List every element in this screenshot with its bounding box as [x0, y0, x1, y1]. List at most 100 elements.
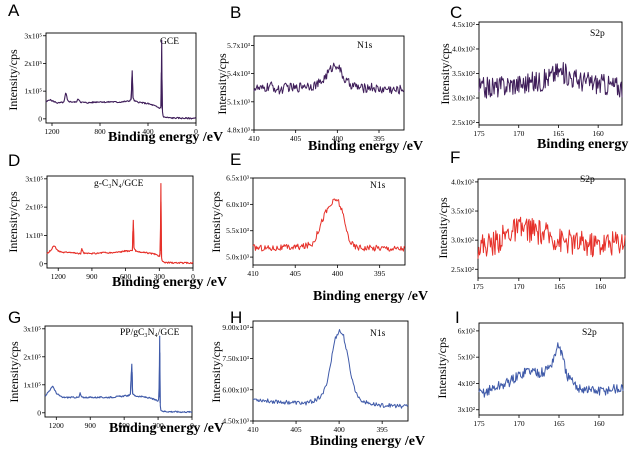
y-tick-label-b-1: 5.1x10³ [227, 97, 251, 106]
y-axis-label-d: Intensity/cps [6, 191, 20, 253]
panel-letter-e: E [230, 150, 241, 169]
x-tick-label-g-1: 900 [85, 421, 97, 430]
plot-frame-d [46, 175, 194, 269]
x-tick-label-f-0: 175 [472, 282, 484, 291]
panel-letter-c: C [450, 3, 462, 22]
y-tick-label-c-3: 4.0x10² [452, 44, 476, 53]
x-tick-label-i-0: 175 [473, 419, 485, 428]
y-tick-label-h-1: 6.00x10³ [222, 385, 249, 394]
x-tick-label-h-1: 405 [290, 425, 302, 434]
y-tick-label-i-0: 3x10² [458, 405, 476, 414]
y-tick-label-d-0: 0 [39, 259, 43, 268]
y-tick-label-f-1: 3.0x10² [451, 236, 475, 245]
panel-i: I 175 170 165 160 3x10² 4x10² 5x10² 6x10² Intensi… [435, 308, 624, 428]
spectrum-peak-d-30 [159, 183, 162, 257]
panel-letter-h: H [230, 308, 242, 327]
annotation-i: S2p [582, 328, 597, 338]
plot-frame-i [478, 322, 624, 416]
annotation-h: N1s [370, 329, 386, 339]
plot-frame-g [44, 325, 193, 418]
spectrum-line-a [45, 72, 197, 120]
x-tick-label-e-3: 395 [374, 269, 386, 278]
x-tick-label-a-2: 400 [142, 127, 154, 136]
y-tick-label-e-3: 6.5x10³ [226, 174, 250, 183]
plot-frame-b [253, 35, 405, 131]
y-axis-label-a: Intensity/cps [6, 49, 20, 111]
x-axis-label-e: Binding energy /eV [313, 289, 428, 304]
x-tick-label-b-2: 400 [332, 134, 344, 143]
annotation-e: N1s [370, 181, 386, 191]
y-tick-label-e-1: 5.5x10³ [226, 226, 250, 235]
plot-frame-h [252, 320, 409, 422]
y-tick-label-c-2: 3.5x10² [452, 69, 476, 78]
y-tick-label-e-2: 6.0x10³ [226, 200, 250, 209]
spectrum-peak-a-20 [130, 70, 134, 100]
panel-letter-i: I [455, 308, 460, 327]
y-tick-label-f-0: 2.5x10² [451, 265, 475, 274]
x-tick-label-i-3: 160 [593, 419, 605, 428]
spectrum-line-f [477, 216, 626, 259]
x-tick-label-b-1: 405 [290, 134, 302, 143]
x-tick-label-g-0: 1200 [49, 421, 64, 430]
x-tick-label-a-3: 0 [194, 127, 198, 136]
y-tick-label-d-3: 3x10⁵ [25, 174, 43, 183]
y-tick-label-a-0: 0 [38, 114, 42, 123]
y-tick-label-i-3: 6x10² [458, 326, 476, 335]
panel-f: F 175 170 165 160 2.5x10² 3.0x10² 3.5x10² 4.0x10… [436, 148, 626, 291]
y-tick-label-g-1: 1x10⁵ [23, 380, 41, 389]
x-axis-label-b: Binding energy /eV [308, 139, 423, 154]
y-axis-label-c: Intensity/cps [438, 43, 452, 105]
x-tick-label-d-1: 900 [86, 272, 98, 281]
panel-letter-f: F [450, 148, 460, 167]
y-tick-label-i-1: 4x10² [458, 379, 476, 388]
x-tick-label-e-2: 400 [332, 269, 344, 278]
x-tick-label-a-1: 800 [94, 127, 106, 136]
y-tick-label-d-2: 2x10⁵ [25, 203, 43, 212]
spectrum-line-d [46, 201, 194, 265]
x-tick-label-i-1: 170 [513, 419, 525, 428]
panel-letter-d: D [8, 151, 20, 170]
x-axis-label-g: Binding energy /eV [109, 421, 224, 436]
x-tick-label-c-0: 175 [473, 129, 485, 138]
spectrum-line-i [478, 342, 624, 398]
x-tick-label-f-3: 160 [595, 282, 607, 291]
y-tick-label-f-3: 4.0x10² [451, 177, 475, 186]
spectrum-peak-d-20 [131, 219, 135, 251]
x-tick-label-b-0: 410 [248, 134, 260, 143]
y-axis-label-b: Intensity/cps [215, 53, 229, 115]
x-tick-label-g-4: 0 [190, 421, 194, 430]
y-tick-label-i-2: 5x10² [458, 353, 476, 362]
panel-c: C 175 170 165 160 2.5x10² 3.0x10² 3.5x10² 4.0x10… [438, 3, 631, 152]
plot-frame-f [477, 178, 626, 279]
annotation-a: GCE [160, 37, 179, 47]
y-tick-label-a-2: 2x10⁵ [24, 59, 42, 68]
spectrum-peak-a-30 [160, 39, 163, 110]
x-tick-label-h-2: 400 [333, 425, 345, 434]
y-tick-label-b-2: 5.4x10³ [227, 69, 251, 78]
x-tick-label-g-2: 600 [119, 421, 131, 430]
plot-frame-a [45, 32, 197, 124]
y-tick-label-d-1: 1x10⁵ [25, 231, 43, 240]
annotation-d: g-C₃N₄/GCE [94, 179, 144, 189]
y-tick-label-c-4: 4.5x10² [452, 20, 476, 29]
y-tick-label-a-3: 3x10⁵ [24, 31, 42, 40]
y-tick-label-g-2: 2x10⁵ [23, 352, 41, 361]
y-axis-label-e: Intensity/cps [209, 191, 223, 253]
x-tick-label-e-1: 405 [290, 269, 302, 278]
y-tick-label-f-2: 3.5x10² [451, 207, 475, 216]
x-tick-label-d-4: 0 [191, 272, 195, 281]
panel-d: D 1200 900 600 300 0 0 1x10⁵ 2x10⁵ 3x10⁵ Binding e… [6, 151, 227, 290]
annotation-b: N1s [357, 41, 373, 51]
y-axis-label-g: Intensity/cps [7, 341, 21, 403]
y-tick-label-g-3: 3x10⁵ [23, 324, 41, 333]
panel-h: H 410 405 400 395 4.50x10³ 6.00x10³ 7.50x10³ 9.0… [209, 308, 425, 449]
x-tick-label-d-0: 1200 [51, 272, 66, 281]
x-axis-label-h: Binding energy /eV [310, 434, 425, 449]
x-tick-label-d-3: 300 [154, 272, 166, 281]
x-tick-label-f-2: 165 [554, 282, 566, 291]
spectrum-line-c [478, 62, 623, 99]
annotation-f: S2p [580, 175, 595, 185]
x-tick-label-a-0: 1200 [45, 127, 60, 136]
y-tick-label-b-0: 4.8x10³ [227, 126, 251, 135]
